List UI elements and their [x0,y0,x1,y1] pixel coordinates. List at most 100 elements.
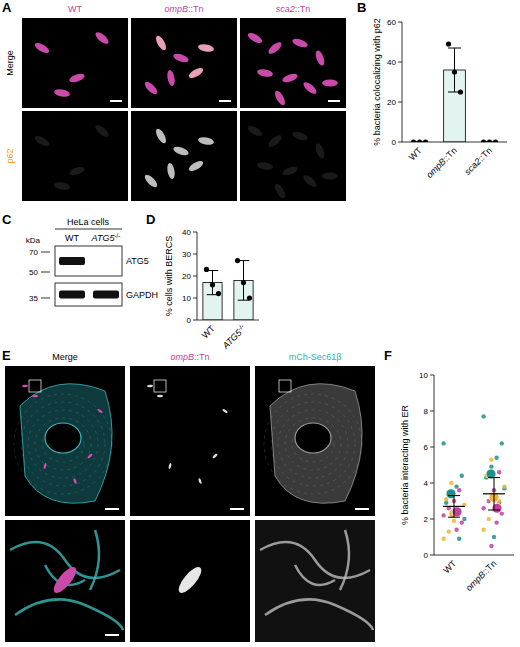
y-tick-label: 20 [182,272,191,281]
data-point [204,267,209,272]
image-background [130,520,250,642]
bacterium [291,130,308,142]
bacterium [154,127,168,144]
er-network [278,410,348,478]
y-tick-label: 40 [387,58,396,67]
bacterium [222,408,228,413]
line [494,478,495,510]
zoom-micrograph [255,520,375,642]
bacterium [267,40,284,56]
x-tick-label: ATG5-/- [219,322,248,351]
data-point [487,517,491,521]
bacterium [87,453,93,459]
micrograph [240,18,346,108]
column-label: WT [68,4,82,14]
bacterium [246,31,263,45]
bacterium [154,34,168,51]
data-point [497,470,501,474]
bacterium [322,80,338,87]
y-tick [430,411,434,412]
bacterium [68,72,85,84]
data-point [452,69,457,74]
cell [20,384,112,503]
er-tubule [340,530,349,590]
scale-bar [105,634,119,636]
bacterium [281,165,298,177]
line [448,48,461,49]
micrograph [130,366,250,516]
er-network [14,394,112,494]
er-network [271,402,355,486]
bacterium [143,173,159,189]
bacterium [291,37,308,49]
micrograph [131,111,237,201]
y-tick-label: 6 [424,443,429,452]
marker-label: 50 [29,268,38,277]
blot-title: HeLa cells [67,217,110,227]
micrograph [255,366,375,516]
bacterium [322,173,338,180]
bacterium [157,395,163,397]
bacterium [94,30,111,46]
bacterium [273,89,287,106]
y-tick-label: 60 [387,18,396,27]
scale-bar [105,508,119,510]
y-axis-label: % bacteria colocalizing with p62 [372,18,382,146]
column-label: sca2::Tn [276,4,311,14]
y-tick [193,254,197,255]
figure: ABCDEFWTompB::Tnsca2::TnMergep62HeLa cel… [0,0,520,647]
y-tick [398,22,402,23]
image-background [131,111,237,201]
x-tick-label: sca2::Tn [462,145,493,176]
bacterium [302,173,319,189]
bacterium [257,161,274,171]
panel-letter: D [146,212,155,227]
bacterium [172,145,189,157]
bacterium [32,395,38,397]
y-axis [402,22,403,142]
y-tick [193,298,197,299]
data-point [494,520,498,524]
bacterium [54,88,71,98]
lane-label: ATG5-/- [91,232,121,244]
bacterium [172,52,189,64]
y-tick [193,232,197,233]
bacterium [43,463,47,469]
data-point [462,517,466,521]
bacterium [33,134,50,148]
data-point [460,474,464,478]
panel-letter: C [2,212,12,227]
image-background [5,520,125,642]
data-point [247,295,252,300]
er-network [28,410,98,478]
zoom-box [154,380,166,392]
x-axis [402,142,507,143]
data-point [454,528,458,532]
panel-letter: B [357,0,366,15]
x-tick-label: WT [200,323,217,340]
data-point [481,506,485,510]
er-network [35,418,91,470]
image-background [130,366,250,516]
data-point [500,441,504,445]
band-label: ATG5 [126,256,149,266]
zoom-box [29,380,41,392]
column-label: ompB::Tn [164,4,203,14]
data-point [492,535,496,539]
er-tubule [295,565,335,585]
marker-tick [41,252,50,253]
data-point [494,456,498,460]
y-axis-label: % bacteria interacting with ER [400,404,410,525]
y-tick [430,375,434,376]
line [488,477,500,478]
y-tick-label: 4 [424,479,429,488]
nucleus [295,423,331,453]
er-tubule [15,599,123,630]
row-label: Merge [5,50,15,76]
micrograph [240,111,346,201]
data-point [441,441,445,445]
scale-bar [219,100,231,102]
scale-bar [110,100,122,102]
image-background [240,111,346,201]
image-background [131,18,237,108]
